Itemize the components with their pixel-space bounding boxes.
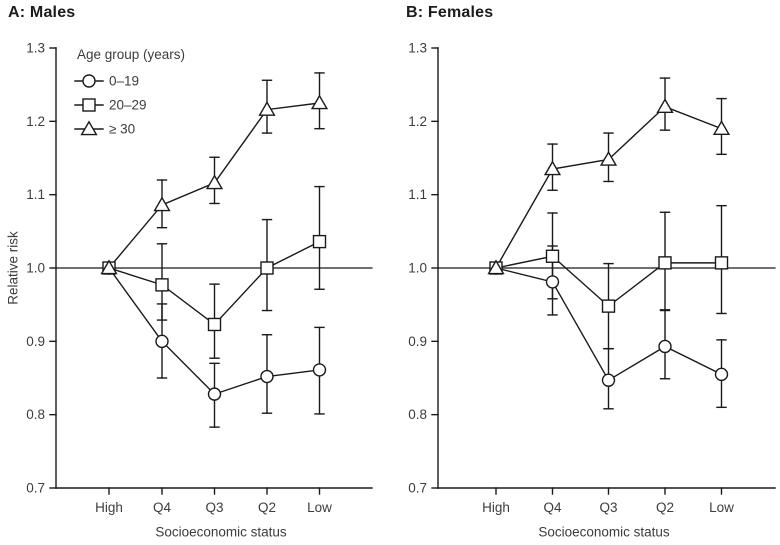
triangle-marker (712, 120, 731, 135)
y-tick-label: 1.0 (408, 261, 427, 276)
square-marker (155, 278, 169, 292)
y-tick-label: 1.3 (26, 41, 45, 56)
x-tick-label: Low (307, 500, 332, 515)
square-marker (545, 249, 560, 263)
square-marker (714, 256, 729, 270)
series-line (495, 105, 722, 269)
legend-title: Age group (years) (77, 47, 185, 62)
legend-item-20-29: 20–29 (74, 98, 147, 113)
y-tick-label: 1.3 (408, 41, 427, 56)
circle-marker (601, 373, 616, 387)
panel-a: 1.3 1.2 1.1 1.0 0.9 0.8 0.7 High Q4 Q3 Q2 Low Age gr… (26, 41, 373, 515)
y-tick-label: 0.9 (26, 334, 45, 349)
markers-layer (487, 98, 731, 387)
triangle-marker (310, 94, 329, 110)
triangle-marker (487, 259, 505, 275)
triangle-marker (153, 196, 171, 212)
y-tick-label: 0.7 (26, 481, 45, 496)
y-tick-label: 0.8 (408, 407, 427, 422)
circle-marker (658, 339, 672, 354)
legend-item-label: ≥ 30 (109, 122, 135, 137)
y-tick-label: 1.1 (26, 187, 45, 202)
y-tick-label: 1.2 (408, 114, 427, 129)
legend-item-30: ≥ 30 (74, 120, 135, 137)
y-tick-label: 0.8 (26, 407, 45, 422)
x-axis-label-panel-b: Socioeconomic status (538, 524, 670, 540)
square-marker (82, 98, 96, 112)
square-marker (207, 317, 222, 332)
y-axis-label: Relative risk (5, 231, 21, 305)
triangle-marker (656, 98, 674, 113)
square-marker (260, 261, 274, 275)
x-tick-label: Q4 (543, 500, 562, 515)
triangle-marker (205, 174, 224, 190)
circle-marker (82, 74, 96, 88)
x-tick-label: Q2 (258, 500, 276, 515)
x-tick-label: High (95, 500, 123, 515)
triangle-marker (100, 259, 118, 275)
y-tick-label: 1.1 (408, 187, 427, 202)
x-tick-label: High (482, 500, 510, 515)
legend-item-label: 0–19 (109, 74, 139, 89)
panel-b: 1.3 1.2 1.1 1.0 0.9 0.8 0.7 High Q4 Q3 Q2 Low (408, 41, 776, 515)
circle-marker (260, 369, 274, 384)
x-tick-label: Q3 (205, 500, 223, 515)
square-marker (658, 256, 672, 270)
legend: Age group (years) 0–19 20–29 ≥ 30 (74, 47, 185, 137)
panel-b-title: B: Females (406, 4, 494, 21)
circle-marker (714, 367, 729, 382)
markers-layer (100, 94, 329, 401)
triangle-marker (258, 101, 276, 116)
axes: 1.3 1.2 1.1 1.0 0.9 0.8 0.7 High Q4 Q3 Q2 Low (408, 41, 776, 515)
x-axis-label-panel-a: Socioeconomic status (155, 524, 287, 540)
legend-item-0-19: 0–19 (74, 74, 139, 89)
x-tick-label: Q2 (656, 500, 674, 515)
circle-marker (155, 334, 169, 349)
circle-marker (312, 363, 327, 377)
x-tick-label: Low (709, 500, 734, 515)
y-tick-label: 1.2 (26, 114, 45, 129)
y-tick-label: 0.7 (408, 481, 427, 496)
x-tick-label: Q3 (599, 500, 617, 515)
panel-a-title: A: Males (8, 4, 76, 21)
triangle-marker (599, 150, 618, 166)
square-marker (601, 299, 616, 313)
triangle-marker (543, 160, 562, 176)
y-tick-label: 1.0 (26, 261, 45, 276)
series-markers-30 (100, 94, 329, 275)
square-marker (312, 234, 327, 249)
series-markers-30 (487, 98, 731, 275)
triangle-marker (80, 120, 98, 136)
series-0-19 (108, 267, 325, 428)
circle-marker (207, 387, 222, 401)
y-tick-label: 0.9 (408, 334, 427, 349)
x-tick-label: Q4 (153, 500, 172, 515)
series-20-29 (108, 185, 325, 359)
circle-marker (545, 275, 560, 289)
series-30 (495, 77, 727, 269)
axes: 1.3 1.2 1.1 1.0 0.9 0.8 0.7 High Q4 Q3 Q2 Low (26, 41, 373, 515)
legend-item-label: 20–29 (109, 98, 147, 113)
